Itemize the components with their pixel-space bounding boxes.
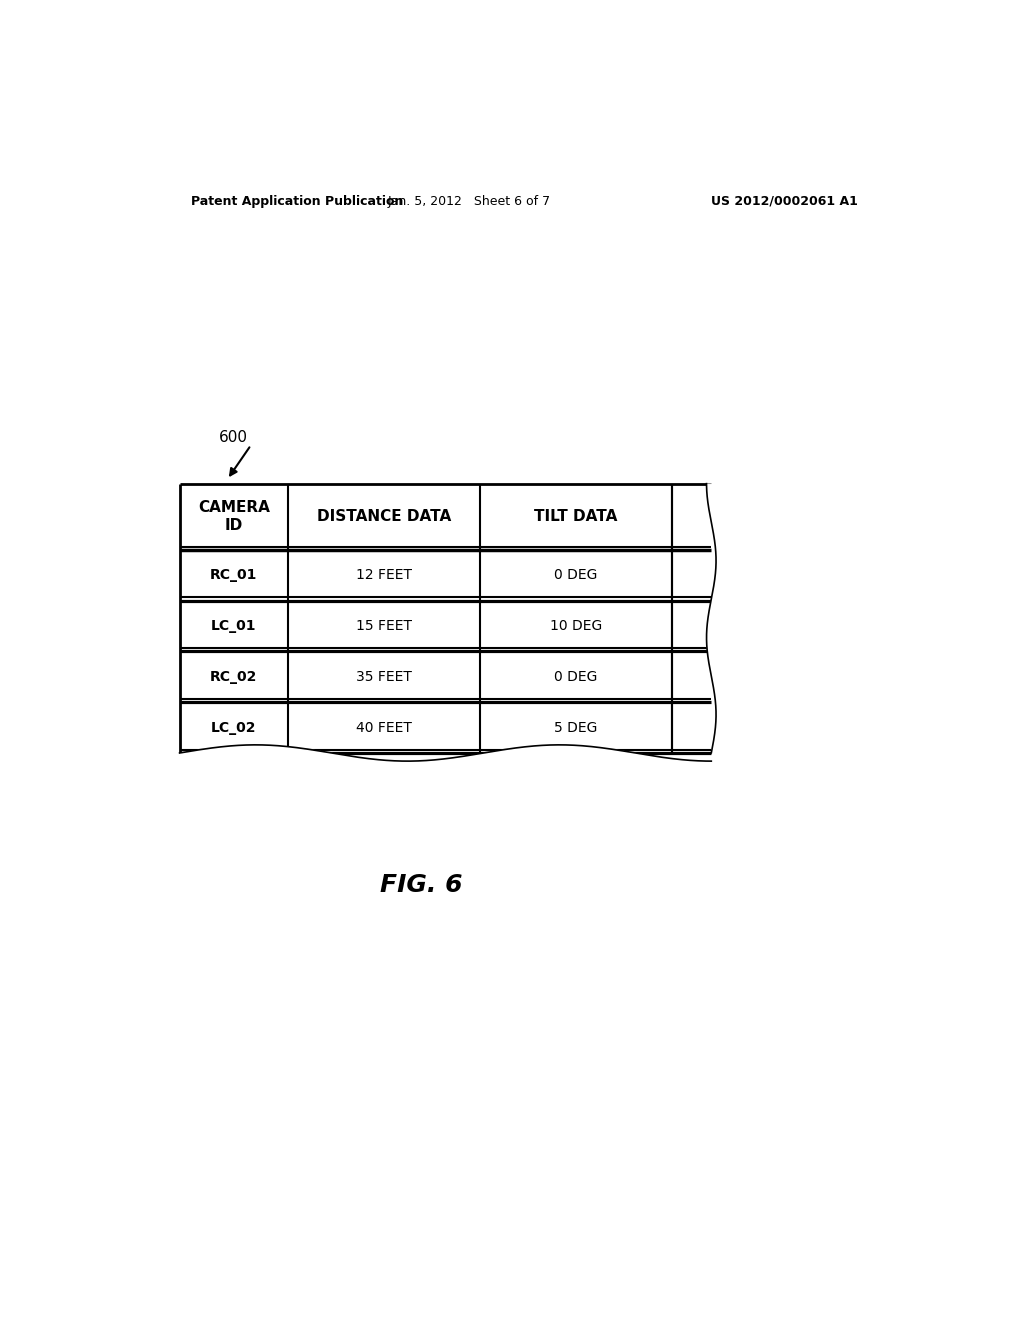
Text: 10 DEG: 10 DEG — [550, 619, 602, 634]
Bar — [672, 483, 712, 752]
Text: LC_01: LC_01 — [211, 619, 256, 634]
Text: 12 FEET: 12 FEET — [355, 568, 412, 582]
Text: Patent Application Publication: Patent Application Publication — [191, 194, 403, 207]
Text: FIG. 6: FIG. 6 — [380, 873, 463, 898]
Text: 0 DEG: 0 DEG — [554, 568, 597, 582]
Text: RC_01: RC_01 — [210, 568, 257, 582]
Text: US 2012/0002061 A1: US 2012/0002061 A1 — [712, 194, 858, 207]
Text: 35 FEET: 35 FEET — [355, 669, 412, 684]
Bar — [179, 483, 672, 752]
Text: 5 DEG: 5 DEG — [554, 721, 597, 735]
Text: 40 FEET: 40 FEET — [355, 721, 412, 735]
Text: LC_02: LC_02 — [211, 721, 256, 735]
Text: 600: 600 — [219, 430, 248, 445]
Text: 15 FEET: 15 FEET — [355, 619, 412, 634]
Text: RC_02: RC_02 — [210, 669, 257, 684]
Text: TILT DATA: TILT DATA — [534, 510, 617, 524]
Text: Jan. 5, 2012   Sheet 6 of 7: Jan. 5, 2012 Sheet 6 of 7 — [388, 194, 551, 207]
Text: 0 DEG: 0 DEG — [554, 669, 597, 684]
Text: DISTANCE DATA: DISTANCE DATA — [316, 510, 451, 524]
Text: CAMERA
ID: CAMERA ID — [198, 500, 269, 533]
